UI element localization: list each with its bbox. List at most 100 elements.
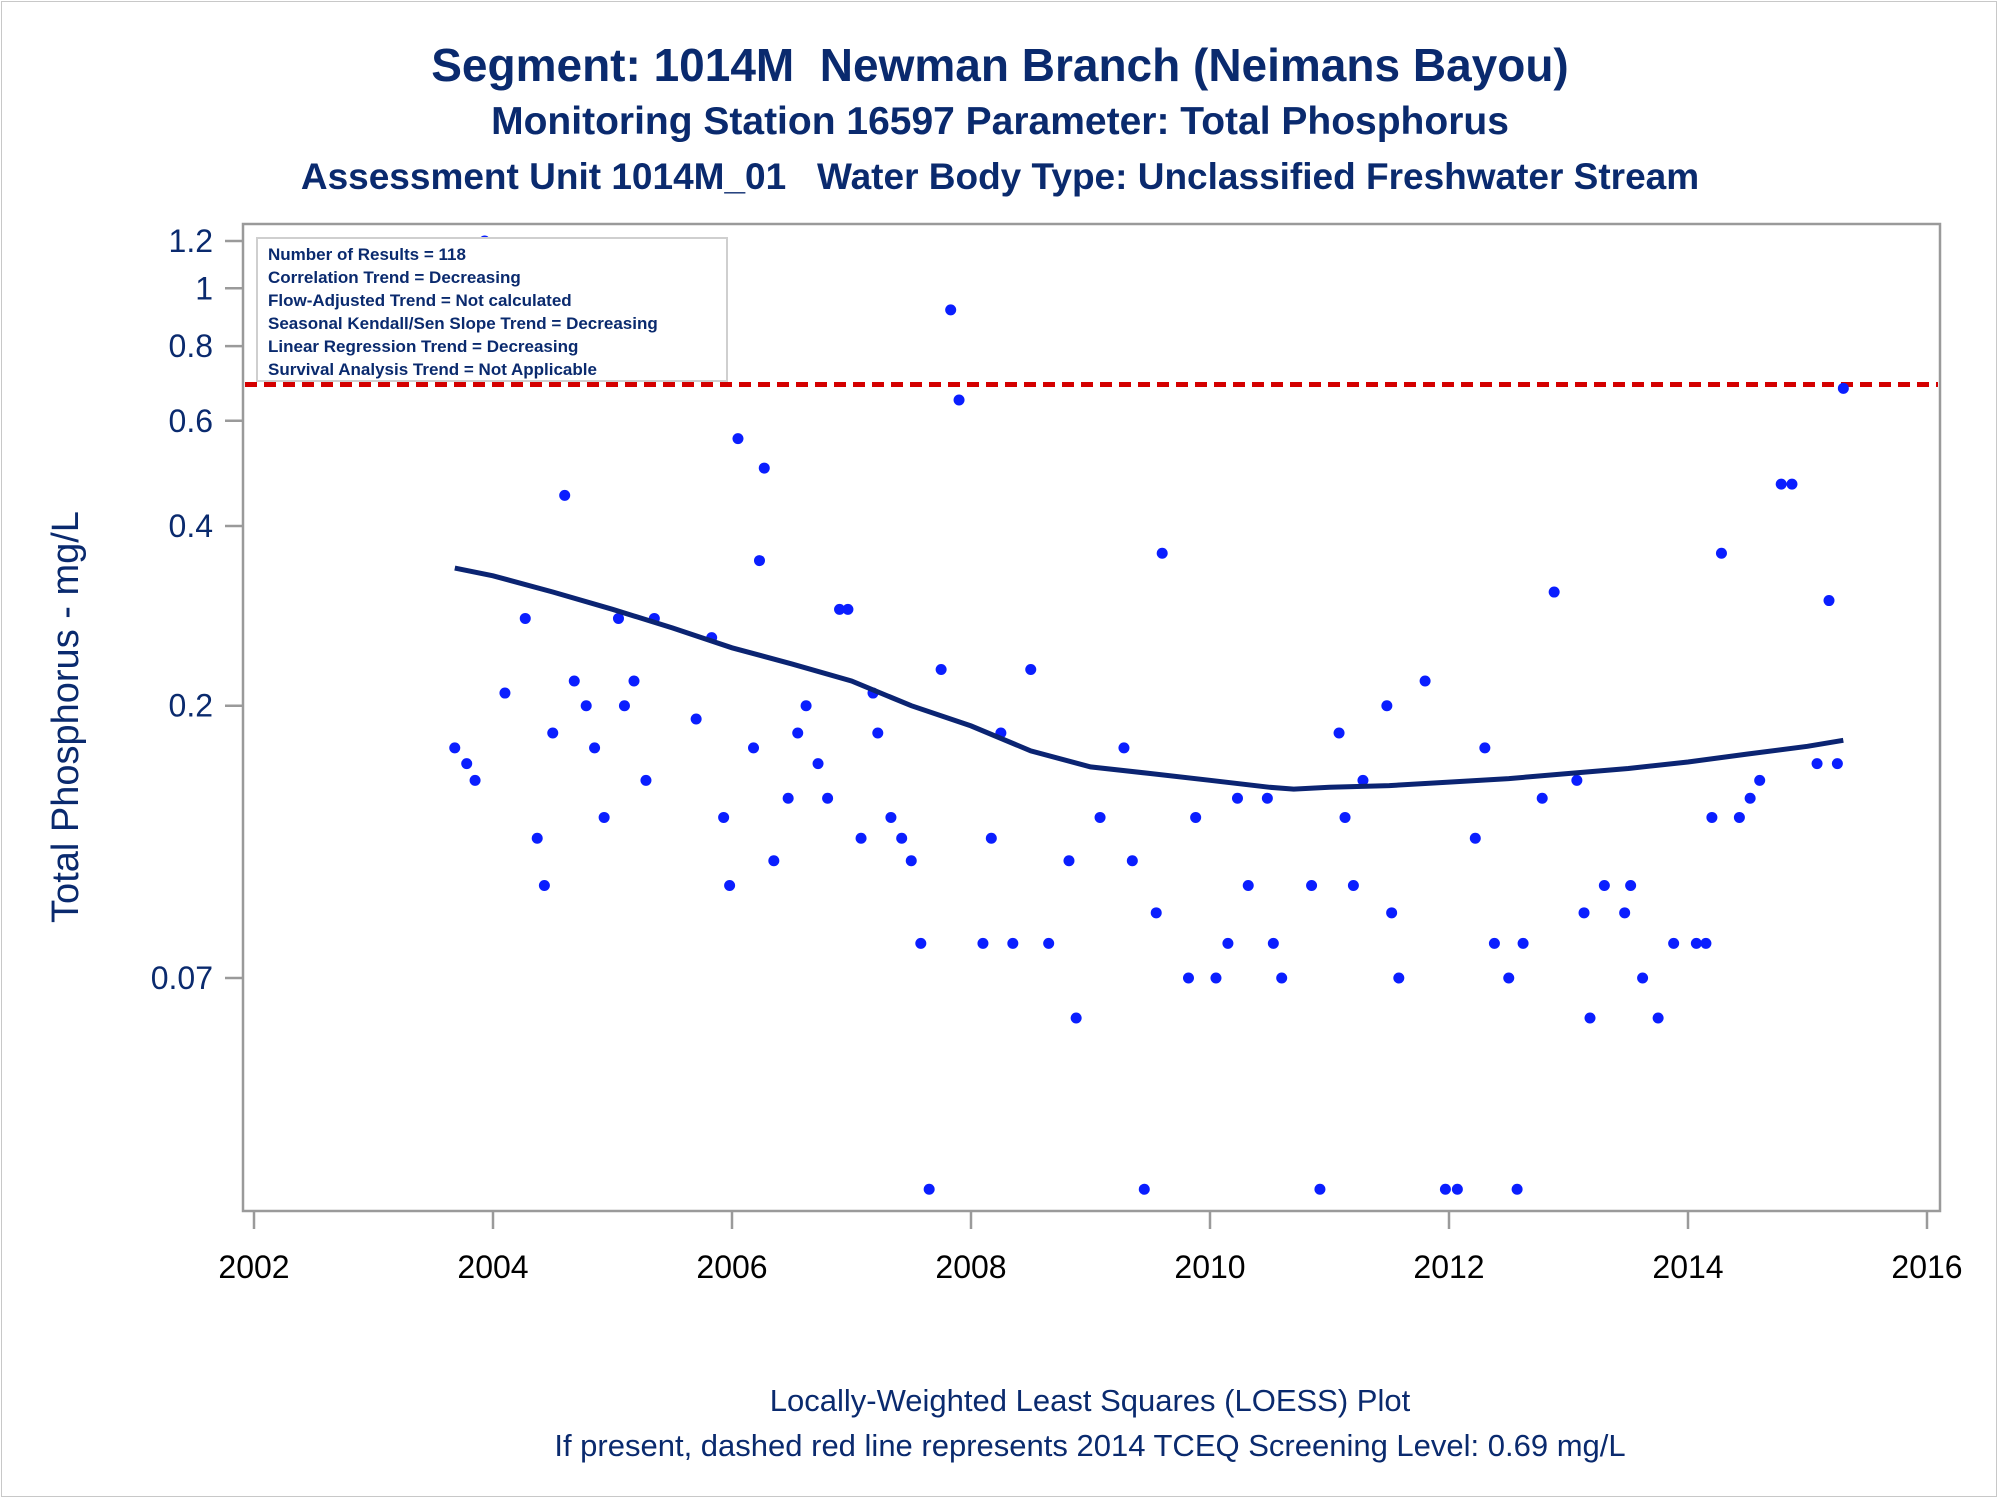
data-point xyxy=(822,792,834,804)
data-point xyxy=(1439,1183,1451,1195)
data-point xyxy=(1126,855,1138,867)
data-point xyxy=(1242,879,1254,891)
data-point xyxy=(792,727,804,739)
data-point xyxy=(753,555,765,567)
data-point xyxy=(1598,879,1610,891)
data-point xyxy=(834,603,846,615)
data-point xyxy=(1584,1012,1596,1024)
data-point xyxy=(568,675,580,687)
data-point xyxy=(977,937,989,949)
chart-subtitle-2: Assessment Unit 1014M_01 Water Body Type… xyxy=(300,156,1700,197)
data-point xyxy=(1548,586,1560,598)
x-tick-label: 2012 xyxy=(1413,1249,1484,1285)
data-point xyxy=(923,1183,935,1195)
data-point xyxy=(1231,792,1243,804)
data-point xyxy=(547,727,559,739)
data-point xyxy=(559,489,571,501)
inset-line: Correlation Trend = Decreasing xyxy=(268,268,521,287)
footnote-method: Locally-Weighted Least Squares (LOESS) P… xyxy=(769,1383,1411,1418)
y-axis: 0.07 0.2 0.4 0.6 0.8 1 1.2 xyxy=(151,223,243,996)
data-point xyxy=(1276,972,1288,984)
data-point xyxy=(1511,1183,1523,1195)
y-tick-label: 1.2 xyxy=(169,223,213,259)
chart-subtitle: Monitoring Station 16597 Parameter: Tota… xyxy=(491,100,1509,143)
data-point xyxy=(1138,1183,1150,1195)
data-point xyxy=(449,742,461,754)
inset-box xyxy=(256,237,728,382)
y-tick-label: 0.07 xyxy=(151,960,213,996)
data-point xyxy=(905,855,917,867)
data-point xyxy=(935,663,947,675)
data-point xyxy=(872,727,884,739)
data-point xyxy=(1488,937,1500,949)
y-tick-label: 0.8 xyxy=(169,328,213,364)
data-point xyxy=(915,937,927,949)
loess-curve xyxy=(454,565,1844,792)
data-point xyxy=(1690,937,1702,949)
data-point xyxy=(1706,811,1718,823)
data-point xyxy=(768,855,780,867)
data-point xyxy=(748,742,760,754)
plot-area-frame xyxy=(241,222,1942,1213)
data-point xyxy=(1063,855,1075,867)
y-tick-label: 0.4 xyxy=(169,508,213,544)
data-point xyxy=(1451,1183,1463,1195)
x-axis: 2002 2004 2006 2008 2010 2012 2014 2016 xyxy=(218,1211,1963,1285)
data-point xyxy=(800,700,812,712)
data-point xyxy=(1333,727,1345,739)
data-point xyxy=(531,832,543,844)
data-point xyxy=(1261,792,1273,804)
data-point xyxy=(628,675,640,687)
data-point xyxy=(469,774,481,786)
data-point xyxy=(1733,811,1745,823)
data-point xyxy=(1536,792,1548,804)
x-tick-label: 2006 xyxy=(696,1249,767,1285)
data-point xyxy=(945,304,957,316)
data-point xyxy=(1469,832,1481,844)
data-point xyxy=(758,462,770,474)
data-point xyxy=(1210,972,1222,984)
data-point xyxy=(1775,478,1787,490)
data-point xyxy=(598,811,610,823)
data-point xyxy=(1811,758,1823,770)
inset-line: Flow-Adjusted Trend = Not calculated xyxy=(268,291,572,310)
x-tick-label: 2014 xyxy=(1652,1249,1723,1285)
data-point xyxy=(782,792,794,804)
data-point xyxy=(896,832,908,844)
data-point xyxy=(1744,792,1756,804)
chart-title: Segment: 1014M Newman Branch (Neimans Ba… xyxy=(431,39,1569,91)
data-point xyxy=(1754,774,1766,786)
data-point xyxy=(842,603,854,615)
inset-line: Linear Regression Trend = Decreasing xyxy=(268,337,578,356)
data-point xyxy=(812,758,824,770)
data-point xyxy=(1393,972,1405,984)
data-point xyxy=(1625,879,1637,891)
x-tick-label: 2010 xyxy=(1174,1249,1245,1285)
y-tick-label: 0.2 xyxy=(169,688,213,724)
data-point xyxy=(612,612,624,624)
data-point xyxy=(1150,907,1162,919)
data-point xyxy=(690,713,702,725)
data-point xyxy=(985,832,997,844)
data-point xyxy=(1182,972,1194,984)
data-point xyxy=(1668,937,1680,949)
data-point xyxy=(1503,972,1515,984)
data-point xyxy=(1831,758,1843,770)
footnote-screening: If present, dashed red line represents 2… xyxy=(554,1428,1626,1463)
data-point xyxy=(1306,879,1318,891)
data-point xyxy=(1786,478,1798,490)
y-tick-label: 0.6 xyxy=(169,403,213,439)
data-point xyxy=(885,811,897,823)
data-point xyxy=(1339,811,1351,823)
data-point xyxy=(618,700,630,712)
data-point xyxy=(1715,547,1727,559)
data-point xyxy=(732,433,744,445)
data-point xyxy=(1007,937,1019,949)
data-point xyxy=(1118,742,1130,754)
data-point xyxy=(1419,675,1431,687)
x-tick-label: 2002 xyxy=(218,1249,289,1285)
data-point xyxy=(1347,879,1359,891)
x-tick-label: 2016 xyxy=(1891,1249,1962,1285)
